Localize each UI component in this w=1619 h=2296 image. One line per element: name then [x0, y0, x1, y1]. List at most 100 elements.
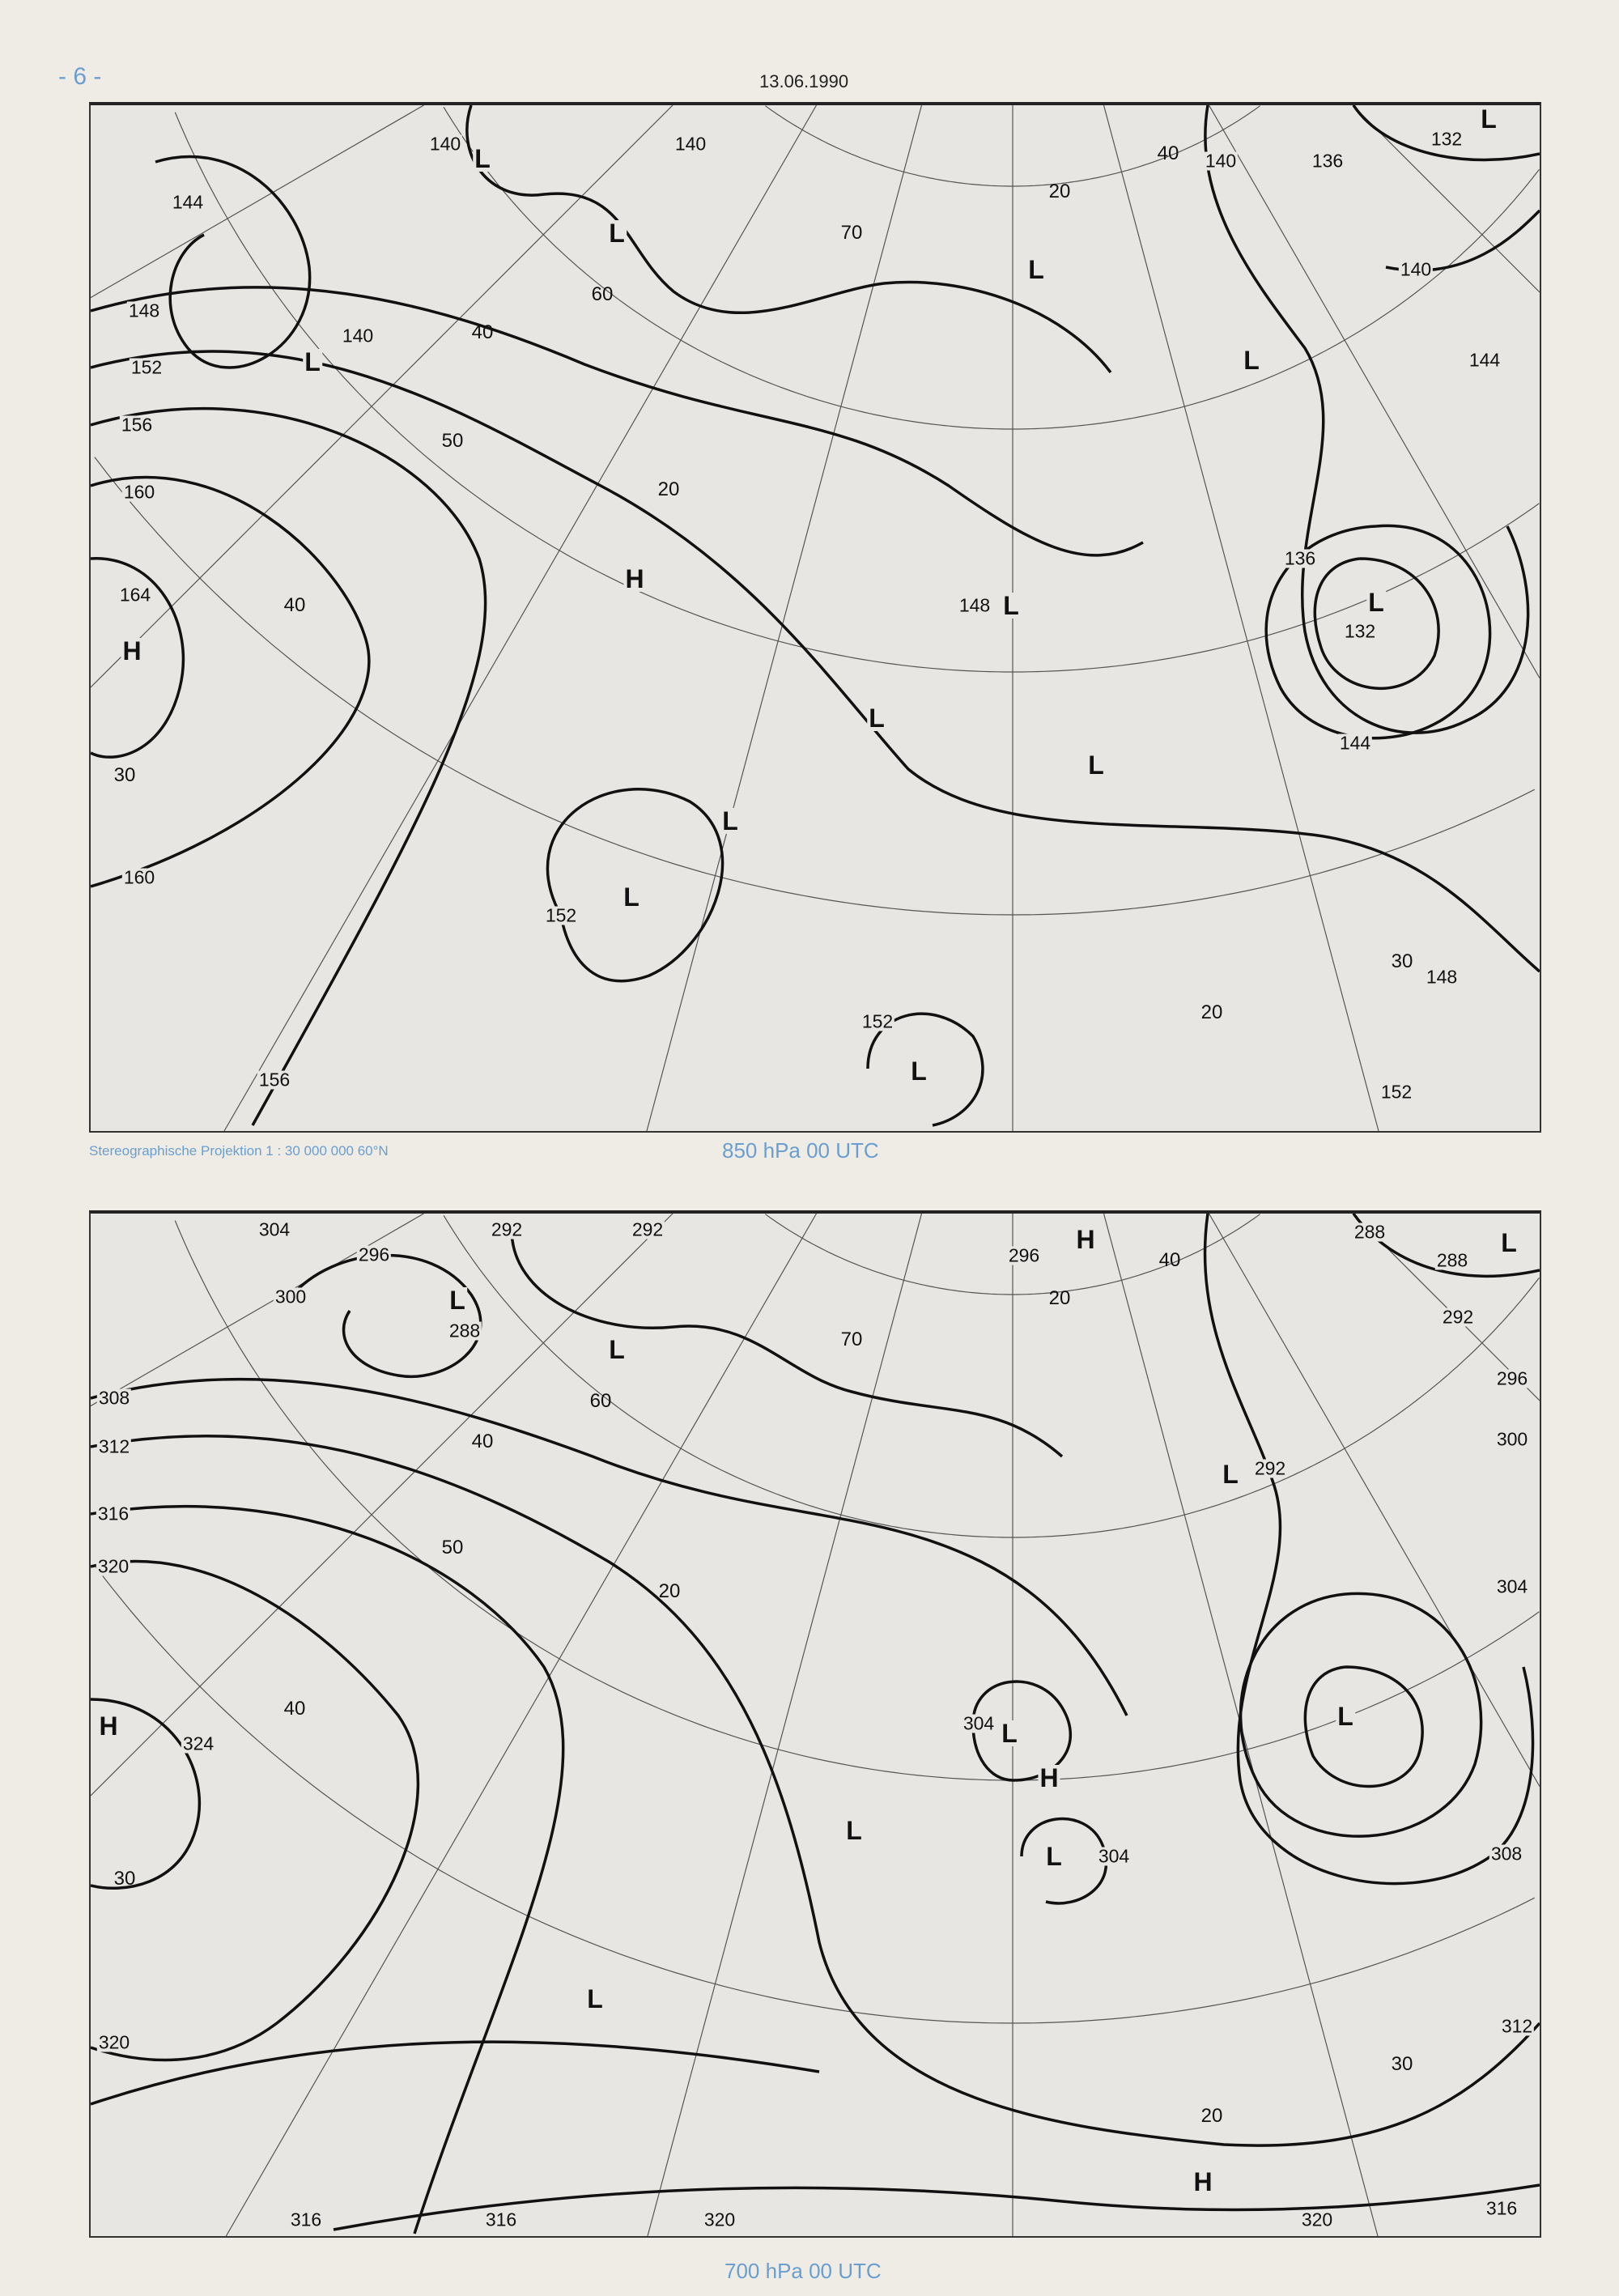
isohypse-line: [155, 155, 312, 369]
latitude-label: 40: [1158, 1249, 1181, 1271]
isohypse-line: [289, 1253, 482, 1378]
isohypse-label: 288: [447, 1320, 482, 1341]
isohypse-label: 160: [121, 481, 157, 503]
meridian-line: [225, 1214, 818, 2236]
isohypse-label: 132: [1429, 128, 1464, 150]
isohypse-label: 316: [96, 1503, 131, 1524]
low-pressure-marker: L: [1336, 1702, 1355, 1731]
isohypse-line: [91, 406, 487, 1126]
meridian-line: [91, 105, 424, 299]
isohypse-label: 156: [119, 414, 155, 436]
latitude-label: 20: [658, 1580, 681, 1602]
low-pressure-marker: L: [1479, 104, 1498, 134]
isohypse-label: 140: [1398, 258, 1434, 280]
isohypse-line: [1303, 1665, 1424, 1788]
meridian-line: [646, 105, 923, 1131]
latitude-label: 20: [1048, 181, 1071, 202]
high-pressure-marker: H: [97, 1711, 120, 1741]
low-pressure-marker: L: [585, 1984, 605, 2013]
isohypse-label: 304: [961, 1712, 996, 1734]
low-pressure-marker: L: [1366, 588, 1386, 617]
low-pressure-marker: L: [867, 704, 886, 733]
latitude-label: 40: [471, 1431, 494, 1452]
map-850hpa: 144 140 140 140 148 152 156 160 164 H 160 156 152 L L 1…: [89, 102, 1541, 1133]
low-pressure-marker: L: [473, 144, 492, 173]
isohypse-label: 316: [1484, 2197, 1519, 2219]
isohypse-label: 304: [257, 1218, 292, 1240]
isohypse-label: 152: [1379, 1081, 1414, 1103]
isohypse-label: 148: [1424, 966, 1460, 988]
latitude-label: 50: [441, 430, 464, 452]
latitude-circle: [94, 457, 1535, 916]
isohypse-line: [91, 2040, 820, 2106]
isohypse-label: 292: [630, 1218, 665, 1240]
latitude-label: 30: [1391, 950, 1413, 972]
isohypse-label: 164: [117, 584, 153, 606]
meridian-line: [223, 105, 818, 1131]
latitude-label: 70: [840, 222, 863, 244]
isohypse-line: [91, 1377, 1128, 1716]
isohypse-line: [91, 557, 185, 759]
isohypse-label: 320: [96, 1555, 131, 1577]
latitude-label: 60: [589, 1390, 612, 1412]
isohypse-label: 288: [1434, 1249, 1470, 1271]
map-850hpa-caption: 850 hPa 00 UTC: [722, 1138, 879, 1163]
latitude-circle: [174, 112, 1540, 673]
high-pressure-marker: H: [1038, 1763, 1060, 1792]
high-pressure-marker: H: [121, 636, 143, 665]
low-pressure-marker: L: [1044, 1842, 1064, 1871]
isohypse-label: 320: [96, 2031, 132, 2053]
isohypse-label: 308: [1489, 1843, 1524, 1864]
meridian-line: [91, 1214, 674, 1796]
isohypse-label: 288: [1352, 1221, 1387, 1243]
isohypse-label: 324: [181, 1733, 216, 1754]
isohypse-label: 296: [356, 1244, 392, 1265]
latitude-label: 40: [1157, 142, 1179, 164]
latitude-label: 20: [1200, 2105, 1223, 2127]
low-pressure-marker: L: [1242, 346, 1261, 375]
projection-note: Stereographische Projektion 1 : 30 000 0…: [89, 1143, 389, 1159]
isohypse-line: [1239, 1592, 1483, 1838]
isohypse-line: [546, 788, 725, 983]
latitude-label: 50: [441, 1537, 464, 1558]
low-pressure-marker: L: [448, 1286, 467, 1315]
meridian-line: [1208, 105, 1540, 678]
latitude-circle: [765, 1214, 1260, 1295]
meridian-line: [1103, 105, 1379, 1131]
isohypse-line: [91, 350, 1540, 973]
latitude-label: 20: [1200, 1001, 1223, 1023]
isohypse-label: 136: [1310, 150, 1345, 172]
isohypse-label: 144: [1467, 349, 1502, 371]
meridian-line: [1208, 1214, 1540, 1787]
map-700hpa-lines: [91, 1214, 1540, 2236]
high-pressure-marker: H: [1074, 1225, 1097, 1254]
isohypse-label: 140: [340, 325, 376, 347]
isohypse-label: 292: [489, 1218, 525, 1240]
page-number: - 6 -: [58, 63, 102, 90]
meridian-line: [91, 105, 674, 688]
isohypse-line: [91, 1504, 565, 2234]
isohypse-label: 140: [673, 133, 708, 155]
isohypse-line: [1352, 105, 1540, 162]
isohypse-label: 300: [273, 1286, 308, 1307]
latitude-label: 40: [471, 321, 494, 343]
isohypse-label: 304: [1096, 1845, 1132, 1867]
latitude-label: 40: [283, 1698, 306, 1720]
isohypse-label: 292: [1252, 1457, 1288, 1479]
meridian-line: [1352, 105, 1540, 293]
isohypse-label: 136: [1282, 547, 1318, 569]
isohypse-line: [1204, 105, 1530, 734]
low-pressure-marker: L: [844, 1816, 864, 1845]
meridian-line: [647, 1214, 923, 2236]
isohypse-label: 152: [129, 356, 164, 378]
isohypse-label: 308: [96, 1387, 132, 1409]
isohypse-label: 320: [702, 2209, 737, 2230]
latitude-circle: [765, 105, 1260, 187]
map-700hpa-caption: 700 hPa 00 UTC: [725, 2259, 882, 2283]
isohypse-label: 156: [257, 1069, 292, 1091]
high-pressure-marker: H: [623, 564, 646, 593]
latitude-label: 20: [1048, 1287, 1071, 1309]
isohypse-line: [91, 1434, 1540, 2147]
isohypse-label: 320: [1299, 2209, 1335, 2230]
isohypse-label: 140: [427, 133, 463, 155]
